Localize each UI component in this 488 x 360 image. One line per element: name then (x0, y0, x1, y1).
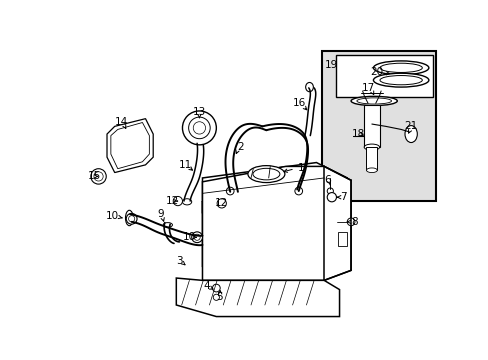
Polygon shape (202, 166, 350, 280)
Polygon shape (111, 122, 149, 169)
Text: 16: 16 (292, 98, 305, 108)
Text: 20: 20 (369, 67, 382, 77)
Circle shape (126, 213, 137, 224)
FancyBboxPatch shape (335, 55, 432, 97)
Ellipse shape (125, 210, 133, 226)
Text: 10: 10 (183, 232, 196, 242)
Circle shape (226, 187, 234, 195)
Circle shape (326, 193, 336, 202)
Text: 15: 15 (88, 171, 101, 181)
Ellipse shape (373, 61, 428, 75)
Text: 12: 12 (215, 198, 228, 208)
Bar (366, 147, 377, 170)
Circle shape (326, 188, 333, 194)
Circle shape (294, 187, 302, 195)
Circle shape (194, 234, 200, 240)
Circle shape (346, 218, 354, 226)
Polygon shape (202, 186, 346, 282)
Circle shape (188, 117, 210, 139)
Polygon shape (316, 178, 346, 201)
Text: 6: 6 (324, 175, 331, 185)
Text: 4: 4 (203, 281, 210, 291)
Text: 10: 10 (105, 211, 119, 221)
Text: 8: 8 (351, 217, 358, 227)
Text: 5: 5 (216, 292, 223, 302)
Circle shape (173, 197, 182, 206)
Circle shape (193, 122, 205, 134)
Circle shape (91, 169, 106, 184)
Ellipse shape (305, 82, 313, 92)
Bar (337, 232, 346, 246)
Text: 18: 18 (351, 129, 365, 139)
Ellipse shape (350, 96, 396, 105)
Text: 19: 19 (324, 60, 337, 70)
Circle shape (94, 172, 103, 181)
Text: 3: 3 (176, 256, 183, 266)
Text: 9: 9 (157, 209, 164, 219)
Polygon shape (202, 163, 346, 201)
Ellipse shape (163, 222, 172, 227)
Text: 21: 21 (404, 121, 417, 131)
Text: 12: 12 (165, 196, 179, 206)
Ellipse shape (404, 126, 416, 143)
Circle shape (212, 284, 220, 292)
Bar (364, 105, 379, 147)
Ellipse shape (379, 76, 422, 85)
Circle shape (217, 199, 226, 208)
Circle shape (191, 232, 202, 243)
Text: 11: 11 (179, 160, 192, 170)
Text: 1: 1 (297, 163, 304, 173)
Text: 14: 14 (115, 117, 128, 127)
Ellipse shape (247, 166, 285, 183)
Ellipse shape (373, 73, 428, 87)
Circle shape (213, 294, 219, 300)
Polygon shape (107, 119, 153, 172)
Ellipse shape (252, 168, 279, 180)
Ellipse shape (379, 63, 422, 72)
Polygon shape (176, 278, 339, 316)
Text: 7: 7 (339, 192, 346, 202)
Ellipse shape (364, 144, 379, 150)
Ellipse shape (356, 98, 391, 104)
Circle shape (182, 111, 216, 145)
FancyBboxPatch shape (321, 51, 435, 201)
Ellipse shape (182, 199, 191, 205)
Text: 13: 13 (192, 108, 205, 117)
Text: 2: 2 (237, 142, 244, 152)
Circle shape (128, 216, 135, 222)
Ellipse shape (366, 168, 377, 172)
Text: 17: 17 (362, 83, 375, 93)
